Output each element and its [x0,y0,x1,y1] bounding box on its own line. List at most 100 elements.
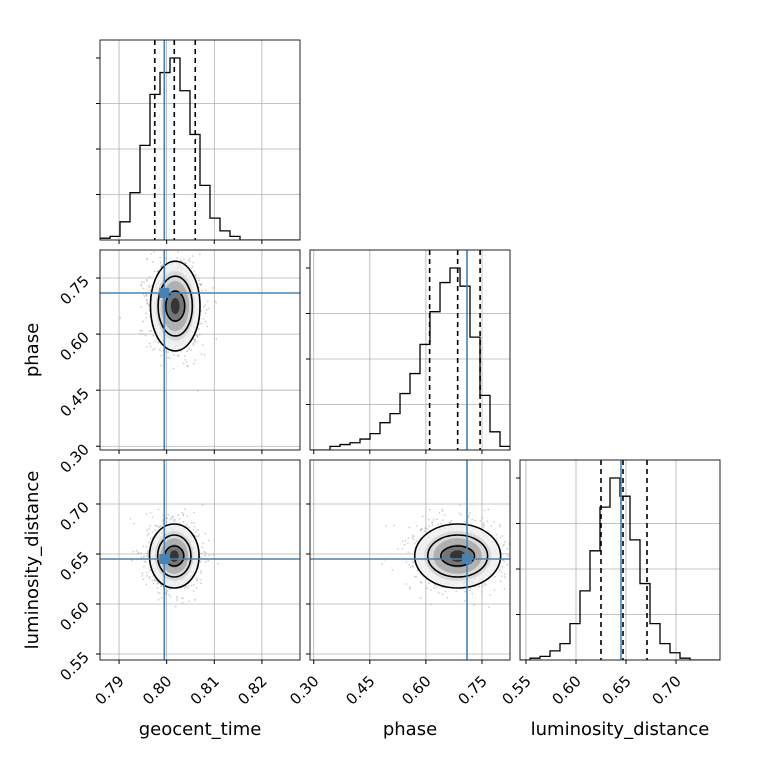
y-axis-label-luminosity_distance: luminosity_distance [22,471,43,650]
sample-point [146,555,148,558]
y-tick-label: 0.55 [56,648,92,684]
sample-point [140,284,143,287]
sample-point [419,529,422,532]
sample-point [165,521,168,524]
sample-point [431,521,434,524]
sample-point [186,586,189,589]
y-tick-label: 0.75 [56,272,92,308]
x-tick-label: 0.65 [598,672,634,708]
sample-point [482,585,484,588]
sample-point [158,348,161,351]
panel-frame [99,39,301,241]
sample-point [188,600,190,603]
sample-point [192,528,195,531]
sample-point [200,582,202,585]
sample-point [431,524,434,527]
y-tick-label: 0.45 [56,384,92,420]
sample-point [212,553,215,556]
sample-point [181,511,184,514]
x-axis-label-phase: phase [383,719,437,740]
sample-point [471,518,474,521]
sample-point [196,335,199,338]
sample-point [205,308,208,311]
sample-point [165,517,167,520]
sample-point [173,520,176,523]
truth-marker [159,287,170,298]
sample-point [141,575,144,577]
sample-point [190,584,193,587]
sample-point [160,596,163,599]
sample-point [206,300,209,303]
sample-point [419,581,422,583]
sample-point [515,542,517,544]
sample-point [171,515,174,518]
sample-point [467,514,470,517]
sample-point [437,592,440,594]
sample-point [194,338,196,341]
sample-point [163,248,165,250]
histogram-luminosity_distance [520,477,720,660]
sample-point [442,519,444,522]
sample-point [204,554,206,557]
sample-point [200,353,203,356]
sample-point [506,563,509,566]
sample-point [186,364,189,367]
sample-point [481,517,484,519]
sample-point [494,576,497,578]
sample-point [185,585,187,587]
sample-point [171,516,174,519]
sample-point [154,524,157,527]
sample-point [186,523,188,526]
sample-point [165,350,167,353]
sample-point [149,569,151,571]
sample-point [385,524,387,527]
sample-point [197,529,199,532]
sample-point [200,552,203,555]
sample-point [428,518,430,521]
sample-point [151,531,154,533]
sample-point [174,605,177,608]
sample-point [157,582,160,585]
sample-point [140,556,143,559]
sample-point [149,512,152,514]
sample-point [204,561,207,563]
sample-point [449,521,452,524]
sample-point [463,600,466,602]
sample-point [149,524,152,527]
sample-point [217,562,219,565]
sample-point [190,349,193,352]
sample-point [146,302,149,305]
sample-point [415,540,418,543]
sample-point [183,258,185,261]
sample-point [142,556,145,559]
sample-point [189,257,191,260]
sample-point [186,350,189,352]
sample-point [215,301,217,304]
sample-point [177,514,179,517]
sample-point [434,584,436,587]
sample-point [474,519,477,522]
sample-point [507,555,509,558]
panel-frame [99,459,301,661]
sample-point [503,587,506,590]
sample-point [506,547,509,550]
scatter-panel-luminosity_distance-vs-geocent_time [100,460,300,660]
sample-point [441,510,444,513]
contour-level-2 [413,523,502,589]
sample-point [460,513,463,516]
sample-point [433,587,435,589]
sample-point [199,572,202,574]
sample-point [181,597,184,599]
sample-point [167,351,170,354]
sample-point [161,520,164,522]
sample-point [145,316,147,319]
sample-point [141,572,144,575]
sample-point [193,511,196,514]
sample-point [196,579,198,582]
sample-point [172,519,175,522]
sample-point [202,318,205,320]
x-tick-label: 0.55 [498,672,534,708]
sample-point [157,591,160,594]
sample-point [151,579,154,582]
sample-point [193,525,196,528]
